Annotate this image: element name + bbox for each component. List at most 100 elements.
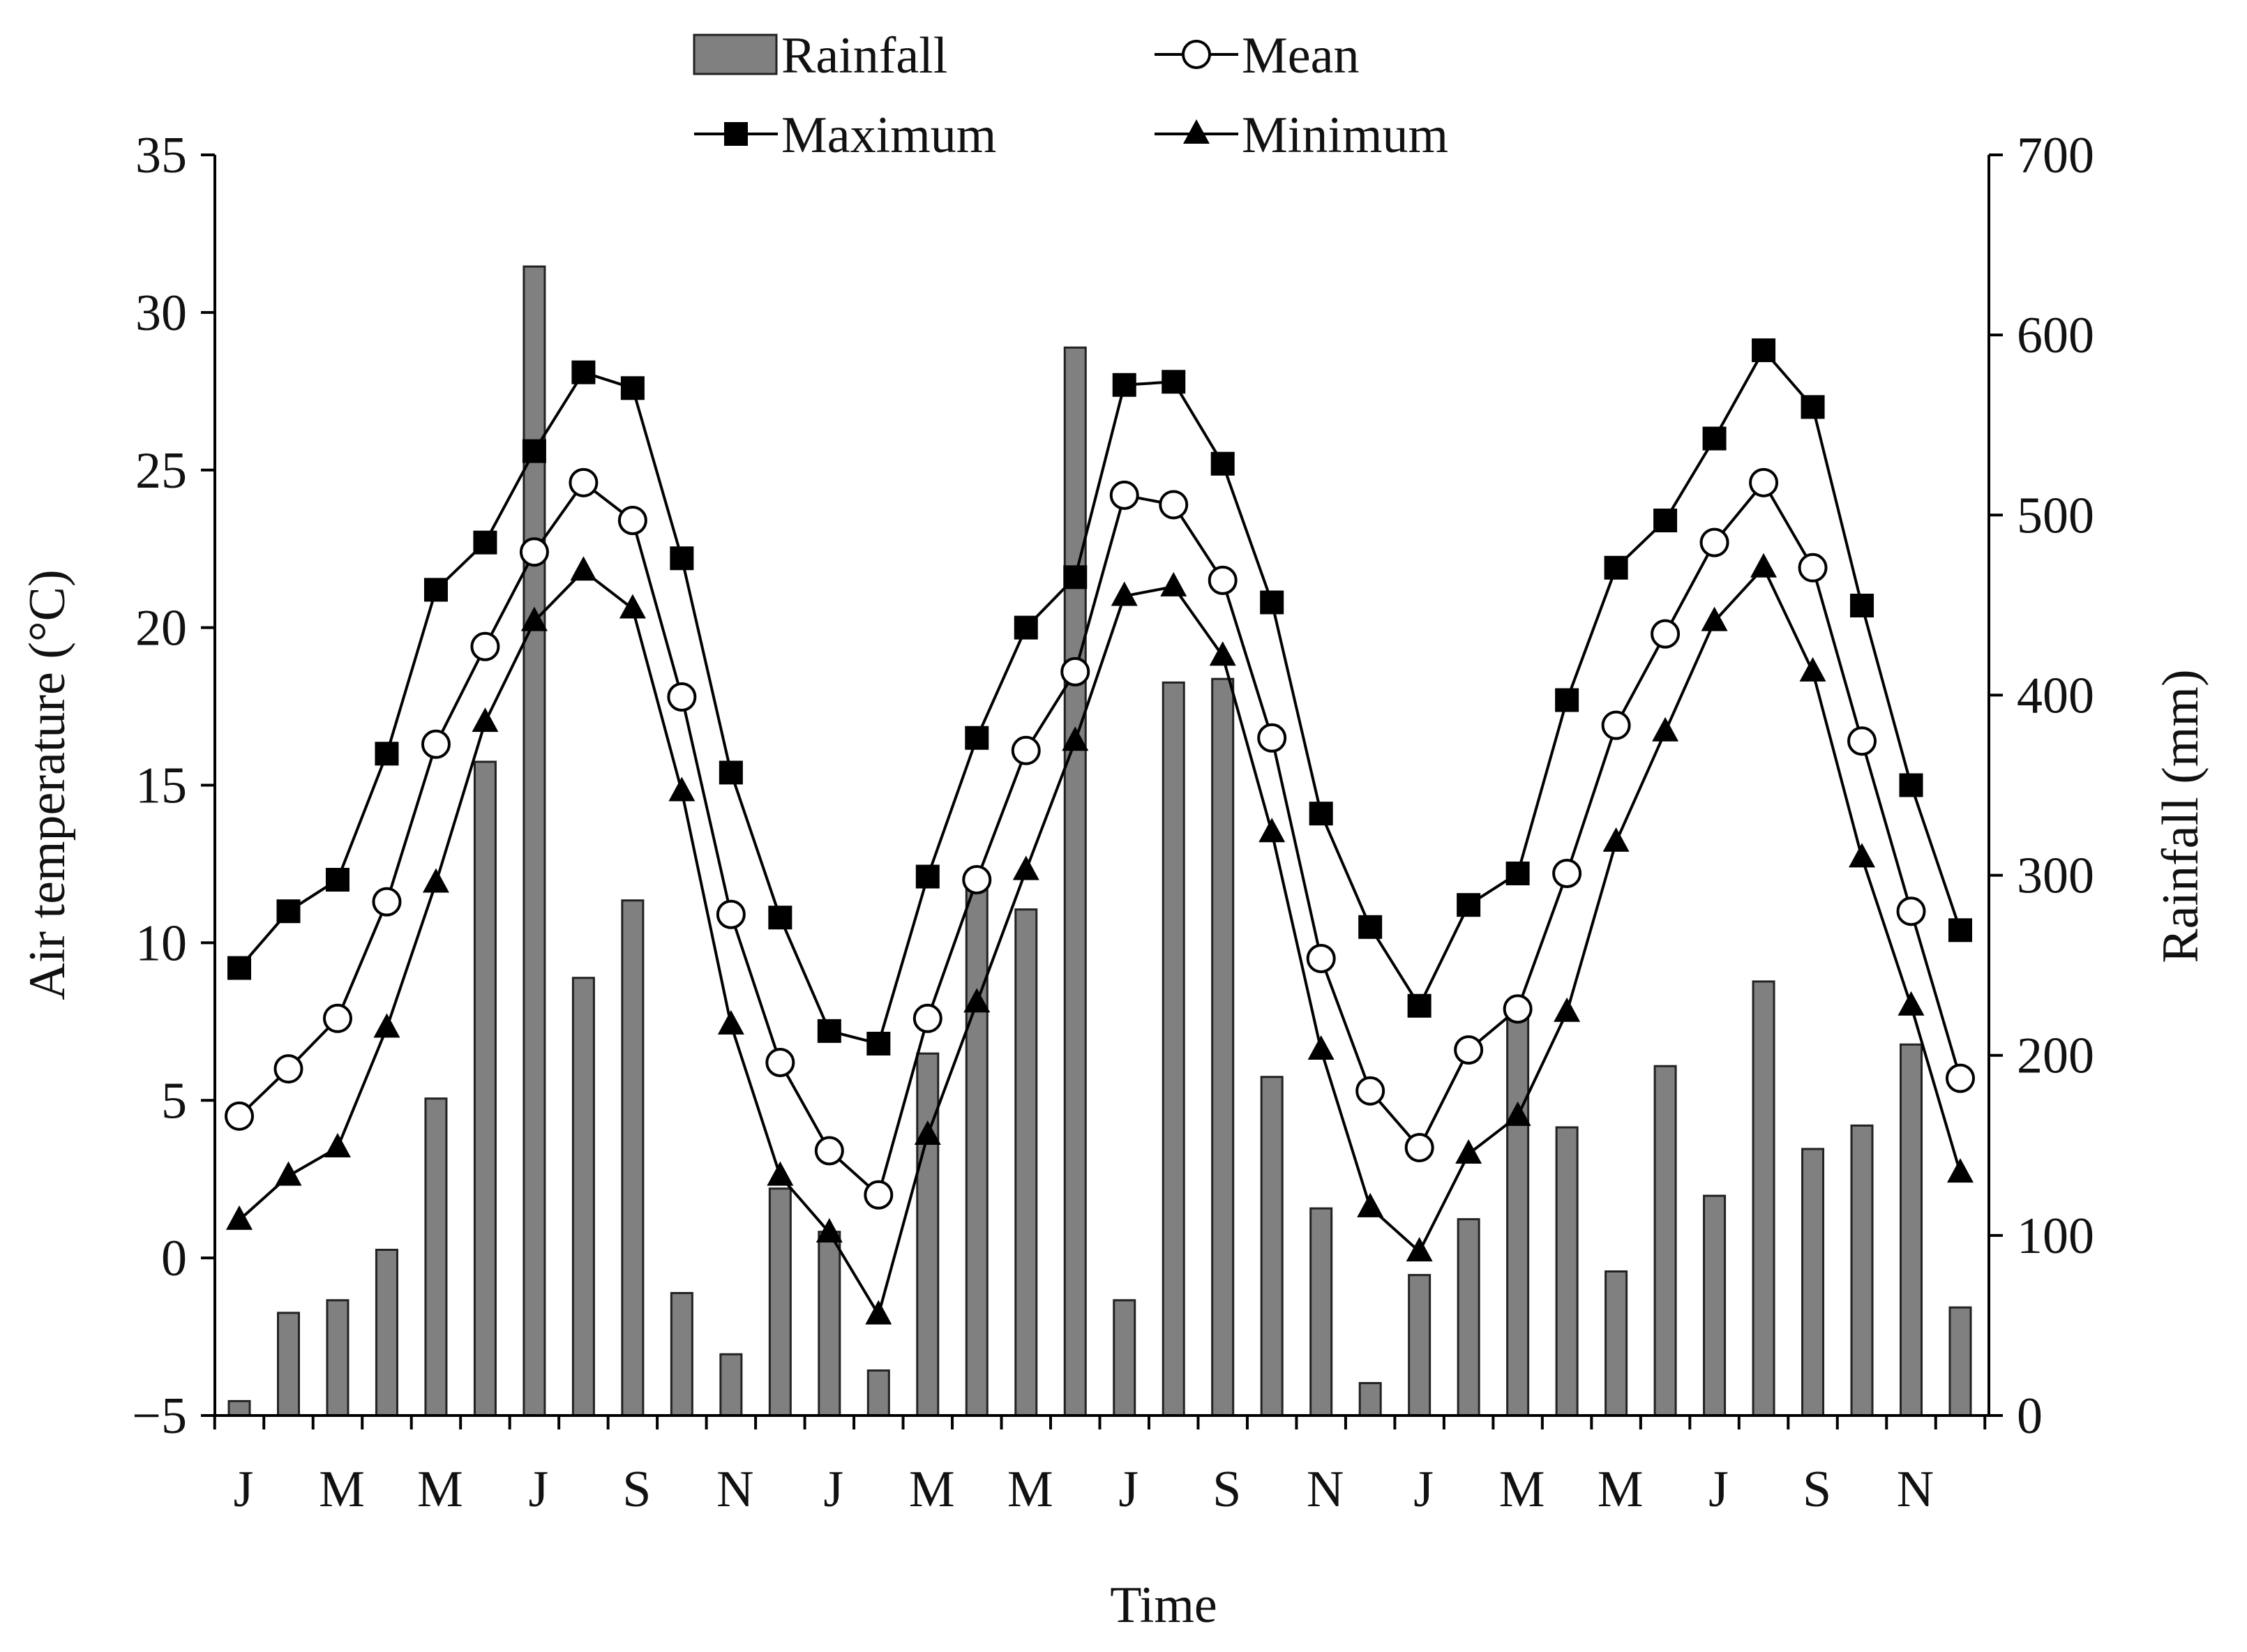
legend-maximum-label: Maximum — [781, 107, 996, 164]
minimum-point — [963, 988, 991, 1013]
minimum-point — [422, 868, 449, 893]
maximum-point — [817, 1019, 841, 1043]
rainfall-bar — [424, 1097, 448, 1417]
minimum-point — [1160, 571, 1187, 596]
minimum-point — [1357, 1192, 1384, 1217]
maximum-line — [238, 347, 1962, 1046]
minimum-line — [238, 565, 1962, 1319]
maximum-point — [227, 956, 251, 980]
maximum-point — [423, 578, 448, 602]
minimum-point — [717, 1009, 744, 1035]
mean-point — [617, 506, 647, 536]
rainfall-bar — [1605, 1270, 1628, 1417]
rainfall-bar — [965, 887, 989, 1417]
maximum-point — [1948, 918, 1972, 943]
y2-tick-label: 600 — [2017, 307, 2094, 364]
mean-point — [667, 682, 697, 712]
y-tick-label: 0 — [161, 1230, 187, 1287]
minimum-point — [324, 1133, 351, 1158]
y2-tick-label: 300 — [2017, 848, 2094, 905]
rainfall-bar — [818, 1231, 841, 1417]
x-tick-label: N — [1307, 1461, 1344, 1518]
mean-point — [470, 631, 500, 661]
maximum-point — [1014, 615, 1038, 640]
minimum-point — [570, 556, 597, 581]
maximum-point — [1162, 370, 1186, 394]
mean-point — [1109, 480, 1139, 510]
mean-point — [962, 865, 992, 895]
mean-point — [1454, 1035, 1484, 1065]
maximum-point — [1358, 915, 1383, 939]
y2-tick-label: 400 — [2017, 667, 2094, 724]
maximum-point — [866, 1031, 891, 1056]
mean-point — [519, 537, 549, 567]
mean-point — [716, 899, 746, 929]
minimum-point — [472, 707, 499, 733]
maximum-point — [1260, 590, 1284, 615]
minimum-point — [1947, 1158, 1974, 1183]
rainfall-bar — [1408, 1274, 1431, 1417]
minimum-point — [373, 1013, 400, 1038]
legend-mean-marker — [1182, 40, 1211, 69]
maximum-point — [915, 864, 940, 889]
minimum-point — [1406, 1237, 1433, 1262]
x-axis-label: Time — [1110, 1577, 1217, 1634]
minimum-point — [1554, 997, 1581, 1022]
mean-point — [1896, 896, 1926, 926]
x-tick-label: J — [529, 1461, 549, 1518]
y2-tick-label: 200 — [2017, 1028, 2094, 1085]
minimum-point — [1111, 581, 1138, 606]
maximum-point — [1063, 565, 1088, 590]
legend-maximum-marker — [724, 122, 748, 146]
y-tick-label: 5 — [161, 1072, 187, 1129]
legend-rainfall-label: Rainfall — [781, 27, 947, 84]
rainfall-bars — [227, 265, 1972, 1417]
temperature-lines — [225, 338, 1975, 1325]
maximum-point — [1653, 509, 1678, 533]
minimum-point — [1209, 641, 1236, 666]
mean-point — [814, 1136, 844, 1166]
maximum-point — [1555, 688, 1579, 712]
x-tick-label: J — [1708, 1461, 1729, 1518]
rainfall-bar — [1162, 681, 1185, 1417]
minimum-point — [1012, 855, 1039, 880]
mean-point — [765, 1048, 795, 1078]
x-tick-label: S — [1803, 1461, 1831, 1518]
minimum-point — [275, 1161, 302, 1186]
maximum-point — [1210, 451, 1235, 476]
rainfall-bar — [719, 1353, 743, 1417]
minimum-point — [1750, 553, 1778, 578]
rainfall-bar — [1703, 1194, 1727, 1417]
mean-line — [238, 480, 1962, 1198]
rainfall-bar — [1801, 1148, 1825, 1417]
maximum-point — [276, 899, 301, 924]
x-tick-label: S — [1212, 1461, 1241, 1518]
y-tick-label: 30 — [135, 285, 187, 342]
x-tick-label: S — [622, 1461, 651, 1518]
rainfall-bar — [1653, 1065, 1677, 1417]
legend-minimum-marker — [1183, 119, 1210, 144]
minimum-point — [1701, 606, 1728, 631]
mean-point — [1847, 726, 1877, 756]
mean-point — [421, 729, 451, 759]
maximum-point — [1850, 594, 1874, 618]
minimum-point — [520, 606, 548, 631]
maximum-point — [768, 906, 792, 930]
maximum-point — [670, 546, 694, 571]
mean-point — [273, 1054, 303, 1084]
maximum-point — [1112, 373, 1136, 397]
y2-tick-label: 500 — [2017, 487, 2094, 544]
y-tick-label: 20 — [135, 600, 187, 657]
x-tick-label: M — [319, 1461, 365, 1518]
mean-point — [1355, 1076, 1385, 1106]
rainfall-bar — [227, 1399, 251, 1417]
mean-point — [372, 887, 402, 917]
y-tick-label: 10 — [135, 915, 187, 972]
mean-point — [1699, 527, 1729, 557]
minimum-point — [1849, 843, 1876, 868]
mean-point — [1208, 565, 1238, 595]
minimum-point — [1652, 716, 1679, 742]
y-axis-label: Air temperature (°C) — [19, 569, 76, 1000]
mean-point — [1601, 710, 1631, 740]
mean-point — [912, 1003, 942, 1033]
